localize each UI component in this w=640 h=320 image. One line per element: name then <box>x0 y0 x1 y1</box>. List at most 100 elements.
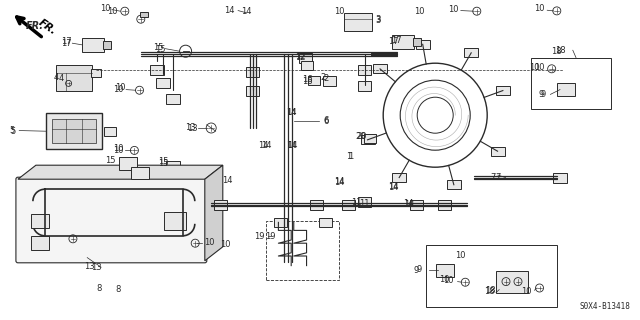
Text: 10: 10 <box>115 83 125 92</box>
Text: 6: 6 <box>324 117 329 126</box>
Text: 1: 1 <box>348 152 353 161</box>
Text: 17: 17 <box>388 37 399 46</box>
Text: 11: 11 <box>360 199 370 208</box>
Text: 14: 14 <box>334 178 344 187</box>
Text: 8: 8 <box>116 285 121 294</box>
Bar <box>214 200 227 210</box>
Text: 10: 10 <box>529 63 540 72</box>
Text: 10: 10 <box>456 252 466 260</box>
Bar <box>490 147 504 156</box>
Text: 14: 14 <box>286 108 296 116</box>
FancyBboxPatch shape <box>16 177 207 263</box>
Bar <box>323 76 336 86</box>
Text: 10: 10 <box>107 7 117 16</box>
Text: 10: 10 <box>440 276 450 284</box>
Bar <box>131 167 148 179</box>
Text: S0X4-B13418: S0X4-B13418 <box>580 302 630 311</box>
Bar <box>31 214 49 228</box>
Text: 9: 9 <box>540 90 545 99</box>
Text: 10: 10 <box>100 4 111 13</box>
Text: 18: 18 <box>552 47 562 56</box>
Text: 10: 10 <box>448 5 458 14</box>
Bar <box>274 218 287 227</box>
Bar <box>310 200 323 210</box>
Text: 10: 10 <box>204 238 214 247</box>
Text: 13: 13 <box>91 263 101 272</box>
Bar <box>300 53 312 63</box>
Bar <box>175 174 189 184</box>
Bar <box>82 38 104 52</box>
Bar <box>319 218 332 227</box>
Text: 19: 19 <box>266 232 276 241</box>
Text: 3: 3 <box>375 16 380 25</box>
Bar <box>119 157 137 170</box>
Bar <box>416 40 429 49</box>
Bar <box>360 135 374 144</box>
Text: 14: 14 <box>286 141 296 150</box>
Text: 4: 4 <box>58 74 63 83</box>
Bar <box>496 86 510 95</box>
Bar <box>364 134 376 143</box>
Text: 4: 4 <box>54 73 59 82</box>
Bar <box>104 127 116 136</box>
Text: 14: 14 <box>261 141 271 150</box>
Text: 14: 14 <box>404 200 415 209</box>
Bar <box>166 94 180 104</box>
Bar <box>464 48 478 57</box>
Bar <box>392 173 406 182</box>
Bar <box>91 69 100 77</box>
Bar <box>531 58 611 109</box>
Text: 5: 5 <box>10 127 15 136</box>
Text: 15: 15 <box>154 43 164 52</box>
Bar <box>557 83 575 96</box>
Text: 16: 16 <box>302 75 312 84</box>
Text: 10: 10 <box>414 7 424 16</box>
Text: 16: 16 <box>302 77 312 86</box>
Text: 11: 11 <box>351 198 362 207</box>
Text: 10: 10 <box>113 85 124 94</box>
Text: 8: 8 <box>97 284 102 293</box>
Text: 9: 9 <box>413 266 419 275</box>
Text: 14: 14 <box>259 141 269 150</box>
Text: 14: 14 <box>241 7 252 16</box>
Text: 20: 20 <box>356 132 367 140</box>
Bar <box>358 81 371 92</box>
Bar <box>308 76 319 84</box>
Bar <box>342 200 355 210</box>
Bar <box>373 64 387 73</box>
Text: 13: 13 <box>186 123 196 132</box>
Text: 20: 20 <box>355 132 365 141</box>
Text: 10: 10 <box>443 276 453 285</box>
Text: 18: 18 <box>555 46 565 55</box>
Text: 19: 19 <box>254 232 264 241</box>
Text: 10: 10 <box>113 144 124 153</box>
Bar <box>31 236 49 250</box>
Bar <box>496 271 528 292</box>
Text: 9: 9 <box>538 90 543 99</box>
Text: 14: 14 <box>287 141 298 150</box>
Text: 12: 12 <box>296 52 306 60</box>
Text: 10: 10 <box>534 4 544 13</box>
Bar <box>56 65 92 92</box>
Bar <box>436 264 454 277</box>
Text: 10: 10 <box>334 7 344 16</box>
Text: 14: 14 <box>286 108 296 116</box>
Bar <box>166 161 180 172</box>
Bar <box>358 196 371 207</box>
Text: 9: 9 <box>417 265 422 274</box>
Text: 10: 10 <box>113 146 124 155</box>
Polygon shape <box>205 165 223 261</box>
Text: FR.: FR. <box>26 20 44 31</box>
Bar <box>358 65 371 76</box>
Text: 7: 7 <box>490 173 495 182</box>
Polygon shape <box>18 165 223 179</box>
Bar <box>266 221 339 280</box>
Text: 14: 14 <box>388 183 399 192</box>
Bar <box>52 119 95 143</box>
Text: 12: 12 <box>296 53 306 62</box>
Text: 17: 17 <box>61 39 71 48</box>
Bar <box>45 113 102 149</box>
Bar <box>246 67 259 77</box>
Text: FR.: FR. <box>37 18 59 37</box>
Text: 13: 13 <box>187 124 197 132</box>
